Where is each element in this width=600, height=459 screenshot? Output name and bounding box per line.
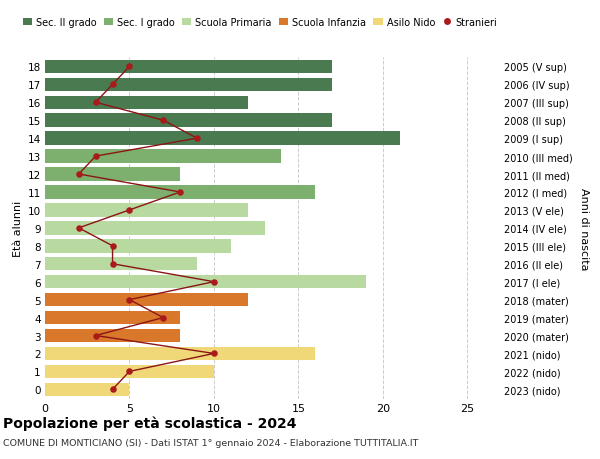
- Text: COMUNE DI MONTICIANO (SI) - Dati ISTAT 1° gennaio 2024 - Elaborazione TUTTITALIA: COMUNE DI MONTICIANO (SI) - Dati ISTAT 1…: [3, 438, 418, 448]
- Point: [125, 207, 134, 214]
- Bar: [45, 168, 180, 181]
- Point: [125, 63, 134, 71]
- Bar: [45, 275, 366, 289]
- Point: [209, 350, 218, 358]
- Bar: [45, 383, 130, 396]
- Bar: [45, 311, 180, 325]
- Point: [91, 99, 100, 106]
- Point: [158, 314, 168, 322]
- Point: [108, 243, 118, 250]
- Bar: [45, 365, 214, 378]
- Text: Popolazione per età scolastica - 2024: Popolazione per età scolastica - 2024: [3, 415, 296, 430]
- Bar: [45, 329, 180, 342]
- Bar: [45, 222, 265, 235]
- Point: [209, 279, 218, 286]
- Bar: [45, 61, 332, 74]
- Point: [108, 386, 118, 393]
- Bar: [45, 347, 315, 360]
- Point: [192, 135, 202, 142]
- Point: [108, 81, 118, 89]
- Bar: [45, 114, 332, 128]
- Point: [125, 368, 134, 375]
- Point: [91, 332, 100, 340]
- Bar: [45, 132, 400, 146]
- Point: [91, 153, 100, 160]
- Point: [125, 297, 134, 304]
- Point: [158, 117, 168, 124]
- Legend: Sec. II grado, Sec. I grado, Scuola Primaria, Scuola Infanzia, Asilo Nido, Stran: Sec. II grado, Sec. I grado, Scuola Prim…: [23, 18, 497, 28]
- Y-axis label: Età alunni: Età alunni: [13, 200, 23, 257]
- Bar: [45, 186, 315, 199]
- Y-axis label: Anni di nascita: Anni di nascita: [579, 187, 589, 269]
- Bar: [45, 78, 332, 92]
- Point: [108, 261, 118, 268]
- Point: [175, 189, 185, 196]
- Bar: [45, 96, 248, 110]
- Bar: [45, 150, 281, 163]
- Bar: [45, 240, 231, 253]
- Bar: [45, 293, 248, 307]
- Bar: [45, 204, 248, 217]
- Point: [74, 224, 83, 232]
- Bar: [45, 257, 197, 271]
- Point: [74, 171, 83, 178]
